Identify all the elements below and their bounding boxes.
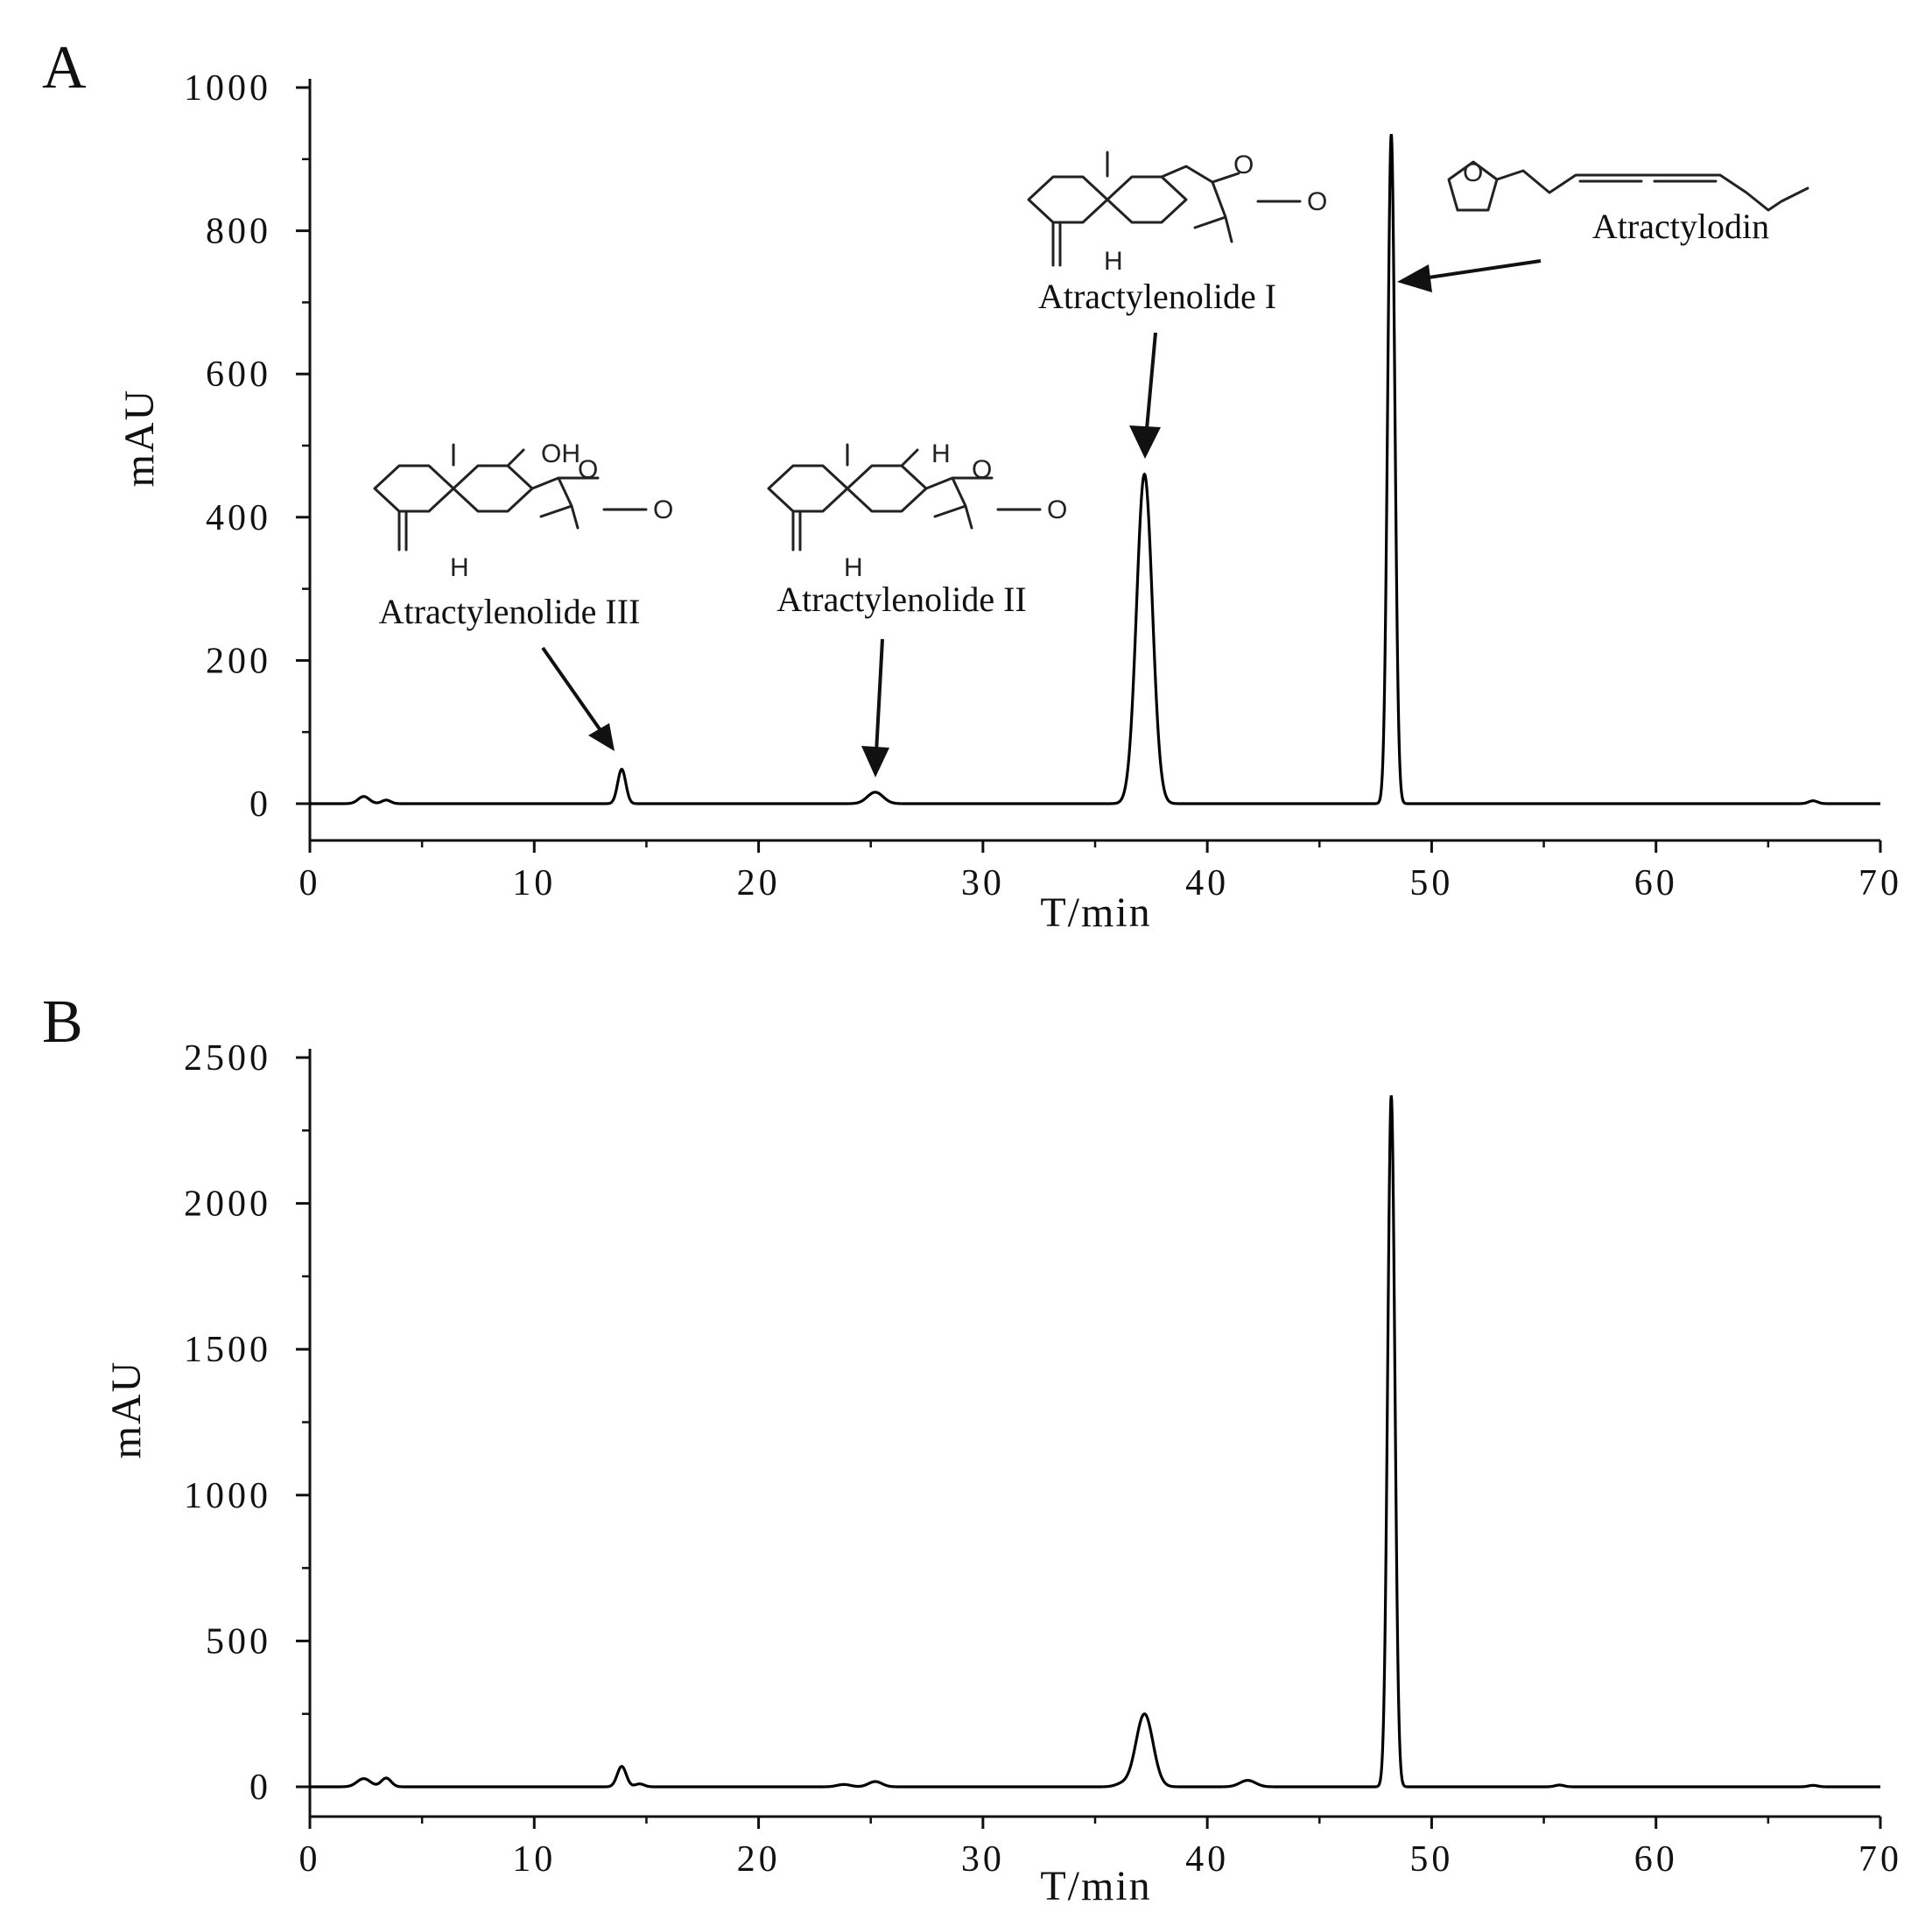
x-tick-label: 30: [961, 863, 1005, 903]
y-tick-label: 1500: [184, 1330, 271, 1370]
panel-b-chromatogram-line: [310, 1095, 1880, 1789]
atractylenolide-ii-structure: H O O H: [767, 439, 1067, 582]
panel-b-x-axis-title: T/min: [1040, 1863, 1151, 1909]
x-tick-label: 10: [512, 863, 556, 903]
panel-b-ticks: 0 10 20 30 40 50 60 70 0 500 1000 1500 2000 2500: [184, 1038, 1902, 1880]
y-tick-label: 600: [206, 355, 271, 395]
atractylenolide-i-structure: O O H: [1027, 151, 1327, 276]
x-tick-label: 20: [737, 863, 781, 903]
atractylenolide-i-arrow: [1129, 332, 1161, 459]
x-tick-label: 30: [961, 1839, 1005, 1880]
panel-b-axes: [308, 1049, 1880, 1818]
y-tick-label: 0: [249, 784, 271, 825]
panel-b-y-axis-title: mAU: [103, 1360, 150, 1459]
x-tick-label: 60: [1634, 863, 1678, 903]
annotation-atractylenolide-iii: OH O O H Atractylenolide III: [373, 439, 673, 751]
atractylenolide-ii-arrow: [861, 638, 889, 777]
atractylenolide-iii-carbonyl-o-label: O: [653, 496, 673, 524]
x-tick-label: 50: [1409, 863, 1453, 903]
annotation-atractylodin: O Atractylodin: [1397, 158, 1809, 292]
atractylenolide-iii-arrow: [541, 646, 615, 751]
atractylenolide-i-carbonyl-o-label: O: [1307, 187, 1327, 216]
y-tick-label: 800: [206, 212, 271, 252]
atractylenolide-ii-ring-o-label: O: [972, 455, 992, 484]
atractylenolide-iii-h-label: H: [450, 553, 469, 582]
atractylenolide-i-label: Atractylenolide I: [1038, 277, 1276, 316]
y-tick-label: 200: [206, 641, 271, 681]
atractylenolide-ii-h-label: H: [844, 553, 863, 582]
atractylenolide-ii-carbonyl-o-label: O: [1047, 496, 1067, 524]
atractylenolide-i-ring-o-label: O: [1233, 151, 1254, 179]
y-tick-label: 0: [249, 1768, 271, 1808]
atractylodin-arrow: [1397, 259, 1542, 292]
atractylenolide-iii-structure: OH O O H: [373, 439, 673, 582]
y-tick-label: 500: [206, 1621, 271, 1662]
atractylodin-structure: O: [1447, 158, 1809, 212]
x-tick-label: 0: [299, 863, 321, 903]
atractylenolide-ii-label: Atractylenolide II: [776, 580, 1026, 619]
atractylenolide-i-h-label: H: [1104, 247, 1123, 276]
x-tick-label: 70: [1858, 1839, 1902, 1880]
x-tick-label: 50: [1409, 1839, 1453, 1880]
y-tick-label: 400: [206, 498, 271, 538]
panel-b-label: B: [42, 988, 83, 1056]
annotation-atractylenolide-ii: H O O H Atractylenolide II: [767, 439, 1067, 777]
panel-a-label: A: [42, 34, 87, 102]
x-tick-label: 40: [1185, 1839, 1229, 1880]
panel-a-ticks: 0 10 20 30 40 50 60 70 0 200 400 600 800 1000: [184, 68, 1902, 903]
x-tick-label: 70: [1858, 863, 1902, 903]
x-tick-label: 20: [737, 1839, 781, 1880]
atractylenolide-ii-top-h-label: H: [931, 439, 951, 468]
panel-a-y-axis-title: mAU: [116, 389, 163, 488]
atractylodin-label: Atractylodin: [1592, 207, 1769, 246]
y-tick-label: 2500: [184, 1038, 271, 1079]
atractylenolide-iii-oh-label: OH: [541, 439, 580, 468]
atractylodin-furan-o-label: O: [1463, 158, 1483, 187]
atractylenolide-iii-label: Atractylenolide III: [379, 592, 641, 631]
annotation-atractylenolide-i: O O H Atractylenolide I: [1027, 151, 1327, 459]
x-tick-label: 10: [512, 1839, 556, 1880]
x-tick-label: 60: [1634, 1839, 1678, 1880]
x-tick-label: 40: [1185, 863, 1229, 903]
panel-a-x-axis-title: T/min: [1040, 889, 1151, 936]
panel-b-peak-markers: [362, 1093, 1816, 1787]
panel-a-chromatogram-line: [310, 134, 1880, 805]
y-tick-label: 1000: [184, 68, 271, 109]
atractylenolide-iii-ring-o-label: O: [578, 455, 598, 484]
panel-b: B 0 10 20 30 40 50 60 70 0 500 1000 1500 2000 2500 T/…: [42, 988, 1902, 1909]
x-tick-label: 0: [299, 1839, 321, 1880]
panel-a: A 0 10 20 30 40 50 60 70 0 200 400 600 800 1000 T/min…: [42, 34, 1902, 936]
y-tick-label: 1000: [184, 1476, 271, 1516]
y-tick-label: 2000: [184, 1184, 271, 1225]
